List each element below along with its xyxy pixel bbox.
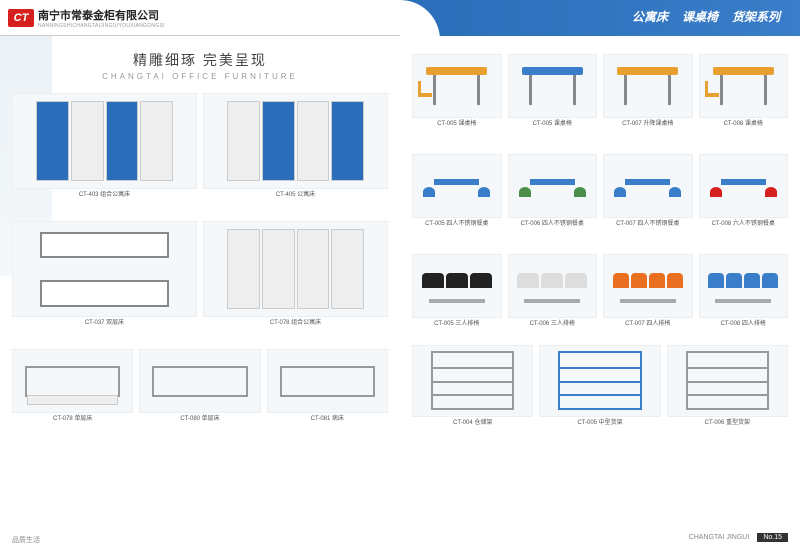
product-cell: CT-008 课桌椅 (699, 54, 789, 128)
header-right: 公寓床 课桌椅 货架系列 (400, 0, 800, 36)
product-label: CT-078 单层床 (12, 416, 133, 423)
catalog-spread: CT 南宁市常泰金柜有限公司 NANNINGSHICHANGTAIJINGUIY… (0, 0, 800, 549)
product-image (412, 345, 533, 417)
desks-row: CT-005 课桌椅 CT-005 课桌椅 CT-007 升降课桌椅 CT-00… (400, 46, 800, 136)
product-cell: CT-403 组合公寓床 (12, 93, 197, 199)
left-row-1: CT-403 组合公寓床 CT-405 公寓床 (0, 85, 400, 207)
product-image (12, 221, 197, 317)
product-cell: CT-004 仓储架 (412, 345, 533, 427)
footer-left-text: 品质生活 (12, 535, 40, 545)
product-label: CT-007 四人不锈钢餐桌 (603, 221, 693, 228)
product-cell: CT-008 六人不锈钢餐桌 (699, 154, 789, 228)
product-label: CT-004 仓储架 (412, 420, 533, 427)
category-label: 货架系列 (732, 8, 780, 25)
product-label: CT-006 四人不锈钢餐桌 (508, 221, 598, 228)
product-image (12, 93, 197, 189)
product-label: CT-008 课桌椅 (699, 121, 789, 128)
product-image (667, 345, 788, 417)
product-label: CT-007 四人排椅 (603, 321, 693, 328)
product-label: CT-037 双层床 (12, 320, 197, 327)
product-label: CT-006 三人排椅 (508, 321, 598, 328)
product-cell: CT-006 重型货架 (667, 345, 788, 427)
product-label: CT-007 升降课桌椅 (603, 121, 693, 128)
product-cell: CT-008 四人排椅 (699, 254, 789, 328)
product-image (412, 54, 502, 118)
product-image (12, 349, 133, 413)
product-image (267, 349, 388, 413)
product-image (603, 154, 693, 218)
product-label: CT-006 重型货架 (667, 420, 788, 427)
product-label: CT-080 单层床 (139, 416, 260, 423)
product-label: CT-008 四人排椅 (699, 321, 789, 328)
product-label: CT-005 中型货架 (539, 420, 660, 427)
product-cell: CT-007 四人排椅 (603, 254, 693, 328)
page-number: No.15 (757, 533, 788, 542)
product-cell: CT-037 双层床 (12, 221, 197, 327)
product-cell: CT-007 四人不锈钢餐桌 (603, 154, 693, 228)
product-image (412, 254, 502, 318)
tagline-cn: 精雕细琢 完美呈现 (0, 50, 400, 70)
right-page: 公寓床 课桌椅 货架系列 CT-005 课桌椅 CT-005 课桌椅 (400, 0, 800, 549)
product-image (139, 349, 260, 413)
product-label: CT-008 六人不锈钢餐桌 (699, 221, 789, 228)
product-label: CT-081 病床 (267, 416, 388, 423)
footer-brand: CHANGTAI JINGUI (689, 534, 750, 541)
product-label: CT-005 课桌椅 (508, 121, 598, 128)
product-cell: CT-007 升降课桌椅 (603, 54, 693, 128)
product-image (699, 254, 789, 318)
product-cell: CT-006 三人排椅 (508, 254, 598, 328)
product-image (539, 345, 660, 417)
product-cell: CT-005 课桌椅 (508, 54, 598, 128)
company-name-en: NANNINGSHICHANGTAIJINGUIYOUXIANGONGSI (38, 23, 165, 29)
product-image (203, 93, 388, 189)
product-cell: CT-405 公寓床 (203, 93, 388, 199)
category-label: 课桌椅 (682, 8, 718, 25)
product-cell: CT-006 四人不锈钢餐桌 (508, 154, 598, 228)
logo: CT 南宁市常泰金柜有限公司 NANNINGSHICHANGTAIJINGUIY… (8, 7, 165, 29)
product-image (203, 221, 388, 317)
product-cell: CT-005 课桌椅 (412, 54, 502, 128)
benches-row: CT-005 三人排椅 CT-006 三人排椅 CT-007 四人排椅 CT-0… (400, 246, 800, 336)
product-image (412, 154, 502, 218)
header-left: CT 南宁市常泰金柜有限公司 NANNINGSHICHANGTAIJINGUIY… (0, 0, 400, 36)
product-label: CT-405 公寓床 (203, 192, 388, 199)
left-row-3: CT-078 单层床 CT-080 单层床 CT-081 病床 (0, 341, 400, 431)
product-label: CT-005 课桌椅 (412, 121, 502, 128)
category-label: 公寓床 (632, 8, 668, 25)
product-cell: CT-081 病床 (267, 349, 388, 423)
product-cell: CT-005 三人排椅 (412, 254, 502, 328)
tagline: 精雕细琢 完美呈现 CHANGTAI OFFICE FURNITURE (0, 50, 400, 81)
product-image (603, 254, 693, 318)
logo-mark: CT (8, 9, 34, 27)
cafeteria-row: CT-005 四人不锈钢餐桌 CT-006 四人不锈钢餐桌 CT-007 四人不… (400, 146, 800, 236)
company-name-cn: 南宁市常泰金柜有限公司 (38, 7, 165, 23)
footer-right: CHANGTAI JINGUI No.15 (400, 529, 800, 545)
product-image (508, 254, 598, 318)
product-cell: CT-078 单层床 (12, 349, 133, 423)
product-cell: CT-005 中型货架 (539, 345, 660, 427)
product-image (699, 154, 789, 218)
product-cell: CT-078 组合公寓床 (203, 221, 388, 327)
product-label: CT-078 组合公寓床 (203, 320, 388, 327)
product-cell: CT-005 四人不锈钢餐桌 (412, 154, 502, 228)
product-image (603, 54, 693, 118)
product-label: CT-005 三人排椅 (412, 321, 502, 328)
product-image (508, 54, 598, 118)
shelves-row: CT-004 仓储架 CT-005 中型货架 CT-006 重型货架 (400, 337, 800, 435)
left-row-2: CT-037 双层床 CT-078 组合公寓床 (0, 213, 400, 335)
category-labels: 公寓床 课桌椅 货架系列 (632, 8, 780, 25)
product-label: CT-005 四人不锈钢餐桌 (412, 221, 502, 228)
product-image (699, 54, 789, 118)
tagline-en: CHANGTAI OFFICE FURNITURE (0, 72, 400, 81)
product-image (508, 154, 598, 218)
product-cell: CT-080 单层床 (139, 349, 260, 423)
left-page: CT 南宁市常泰金柜有限公司 NANNINGSHICHANGTAIJINGUIY… (0, 0, 400, 549)
